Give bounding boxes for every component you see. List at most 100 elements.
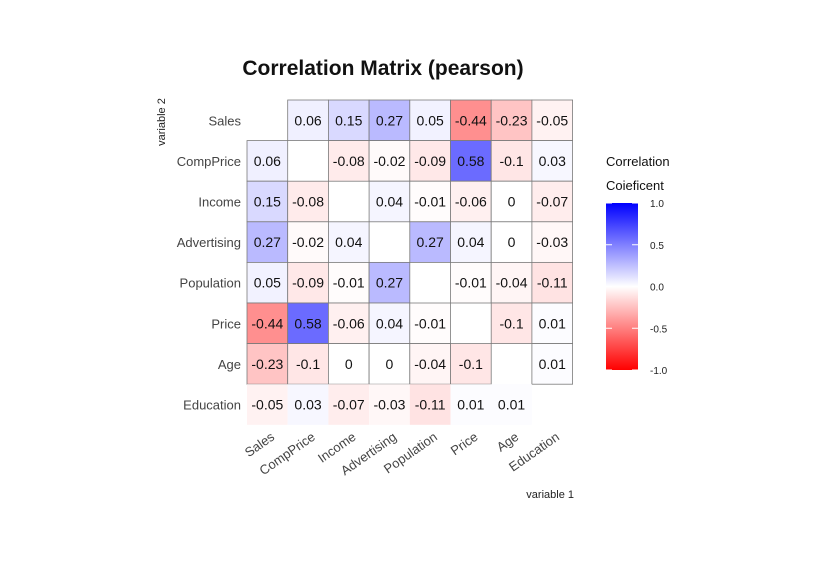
heatmap-cell-advertising-compprice — [287, 221, 329, 263]
heatmap-cell-age-price — [450, 343, 492, 385]
heatmap-cell-population-sales — [246, 261, 289, 304]
legend-tick-label: -1.0 — [650, 366, 668, 377]
cell-value-label: 0 — [345, 356, 353, 372]
cell-value-label: -0.05 — [536, 112, 568, 128]
cell-value-label: 0.04 — [335, 234, 362, 250]
heatmap-cells: 0.06 0.15 0.27 0.05 -0.44 -0.23 -0.05 0.06 -0.08… — [246, 99, 574, 425]
heatmap-cell-advertising-education — [531, 221, 574, 263]
y-tick-income: Income — [198, 195, 241, 210]
cell-value-label: -0.23 — [496, 112, 528, 128]
heatmap-cell-compprice-sales — [246, 140, 289, 182]
heatmap-cell-sales-compprice — [287, 99, 329, 141]
heatmap-cell-education-age — [491, 384, 532, 425]
cell-value-label: -0.02 — [373, 153, 405, 169]
heatmap-cell-advertising-population — [409, 221, 451, 263]
cell-value-label: -0.01 — [414, 315, 446, 331]
cell-value-label: 0.06 — [254, 153, 281, 169]
cell-value-label: -0.09 — [414, 153, 446, 169]
heatmap-cell-price-advertising — [368, 302, 411, 344]
chart-title: Correlation Matrix (pearson) — [242, 57, 523, 80]
x-axis-label: variable 1 — [526, 489, 574, 501]
cell-value-label: 0.03 — [294, 397, 321, 413]
heatmap-cell-price-compprice — [287, 302, 329, 344]
heatmap-cell-income-education — [531, 180, 574, 223]
heatmap-cell-age-education — [531, 343, 574, 385]
x-tick-age: Age — [494, 429, 522, 455]
cell-value-label: -0.04 — [496, 275, 528, 291]
legend-tick-label: 0.0 — [650, 283, 664, 294]
heatmap-cell-price-population — [409, 302, 451, 344]
cell-value-label: -0.02 — [292, 234, 324, 250]
cell-value-label: 0.05 — [417, 112, 444, 128]
legend-tick-label: 1.0 — [650, 199, 664, 210]
cell-value-label: -0.05 — [251, 397, 283, 413]
cell-value-label: -0.1 — [499, 153, 523, 169]
cell-value-label: 0.01 — [498, 397, 525, 413]
heatmap-cell-age-income — [327, 343, 370, 385]
legend-ticks: 1.0 0.5 0.0 -0.5 -1.0 — [606, 199, 668, 377]
cell-value-label: 0.06 — [294, 112, 321, 128]
cell-value-label: 0 — [508, 234, 516, 250]
heatmap-cell-education-income — [328, 384, 370, 425]
y-tick-education: Education — [183, 398, 241, 413]
y-tick-labels: Sales CompPrice Income Advertising Populatio… — [177, 113, 242, 412]
heatmap-cell-compprice-income — [327, 140, 370, 182]
cell-value-label: -0.09 — [292, 275, 324, 291]
legend-title-line-2: Coieficent — [606, 178, 664, 193]
heatmap-cell-age-sales — [246, 343, 289, 385]
heatmap-cell-population-income — [327, 261, 370, 304]
cell-value-label: 0.01 — [539, 315, 566, 331]
cell-value-label: 0.03 — [539, 153, 566, 169]
heatmap-cell-price-education — [531, 302, 574, 344]
cell-value-label: 0.15 — [254, 194, 281, 210]
cell-value-label: -0.01 — [414, 194, 446, 210]
y-tick-population: Population — [180, 276, 241, 291]
heatmap-cell-compprice-price — [450, 140, 492, 182]
cell-value-label: -0.03 — [373, 397, 405, 413]
cell-value-label: 0.58 — [294, 315, 321, 331]
cell-value-label: 0 — [508, 194, 516, 210]
cell-value-label: -0.07 — [333, 397, 365, 413]
heatmap-cell-sales-income — [327, 99, 370, 141]
heatmap-cell-income-compprice — [287, 180, 329, 223]
cell-value-label: 0.58 — [457, 153, 484, 169]
cell-value-label: 0.27 — [376, 275, 403, 291]
cell-value-label: 0.01 — [539, 356, 566, 372]
cell-value-label: -0.11 — [415, 397, 446, 413]
cell-value-label: -0.23 — [251, 356, 283, 372]
cell-value-label: 0.04 — [376, 315, 403, 331]
cell-value-label: 0.04 — [376, 194, 403, 210]
cell-value-label: -0.07 — [536, 194, 568, 210]
cell-value-label: -0.1 — [296, 356, 320, 372]
heatmap-cell-income-age — [490, 180, 533, 223]
heatmap-cell-income-price — [450, 180, 492, 223]
heatmap-cell-age-advertising — [368, 343, 411, 385]
cell-value-label: -0.44 — [251, 315, 283, 331]
x-tick-price: Price — [448, 429, 481, 458]
y-tick-price: Price — [211, 316, 241, 331]
cell-value-label: 0.05 — [254, 275, 281, 291]
cell-value-label: -0.11 — [537, 275, 568, 291]
color-legend: Correlation Coieficent 1.0 0.5 0.0 -0.5 -1.0 — [606, 154, 670, 377]
cell-value-label: -0.01 — [455, 275, 487, 291]
heatmap-cell-price-age — [490, 302, 533, 344]
heatmap-cell-price-sales — [246, 302, 289, 344]
cell-value-label: -0.1 — [499, 315, 523, 331]
cell-value-label: 0.04 — [457, 234, 484, 250]
cell-value-label: -0.01 — [333, 275, 365, 291]
heatmap-cell-sales-age — [490, 99, 533, 141]
heatmap-cell-compprice-education — [531, 140, 574, 182]
y-tick-sales: Sales — [208, 113, 241, 128]
heatmap-cell-compprice-advertising — [368, 140, 411, 182]
cell-value-label: -0.04 — [414, 356, 446, 372]
cell-value-label: 0 — [386, 356, 394, 372]
cell-value-label: 0.27 — [376, 112, 403, 128]
cell-value-label: -0.44 — [455, 112, 487, 128]
heatmap-cell-education-advertising — [369, 384, 410, 425]
cell-value-label: -0.1 — [459, 356, 483, 372]
legend-tick-label: -0.5 — [650, 324, 668, 335]
cell-value-label: 0.27 — [254, 234, 281, 250]
heatmap-cell-education-price — [450, 384, 492, 425]
